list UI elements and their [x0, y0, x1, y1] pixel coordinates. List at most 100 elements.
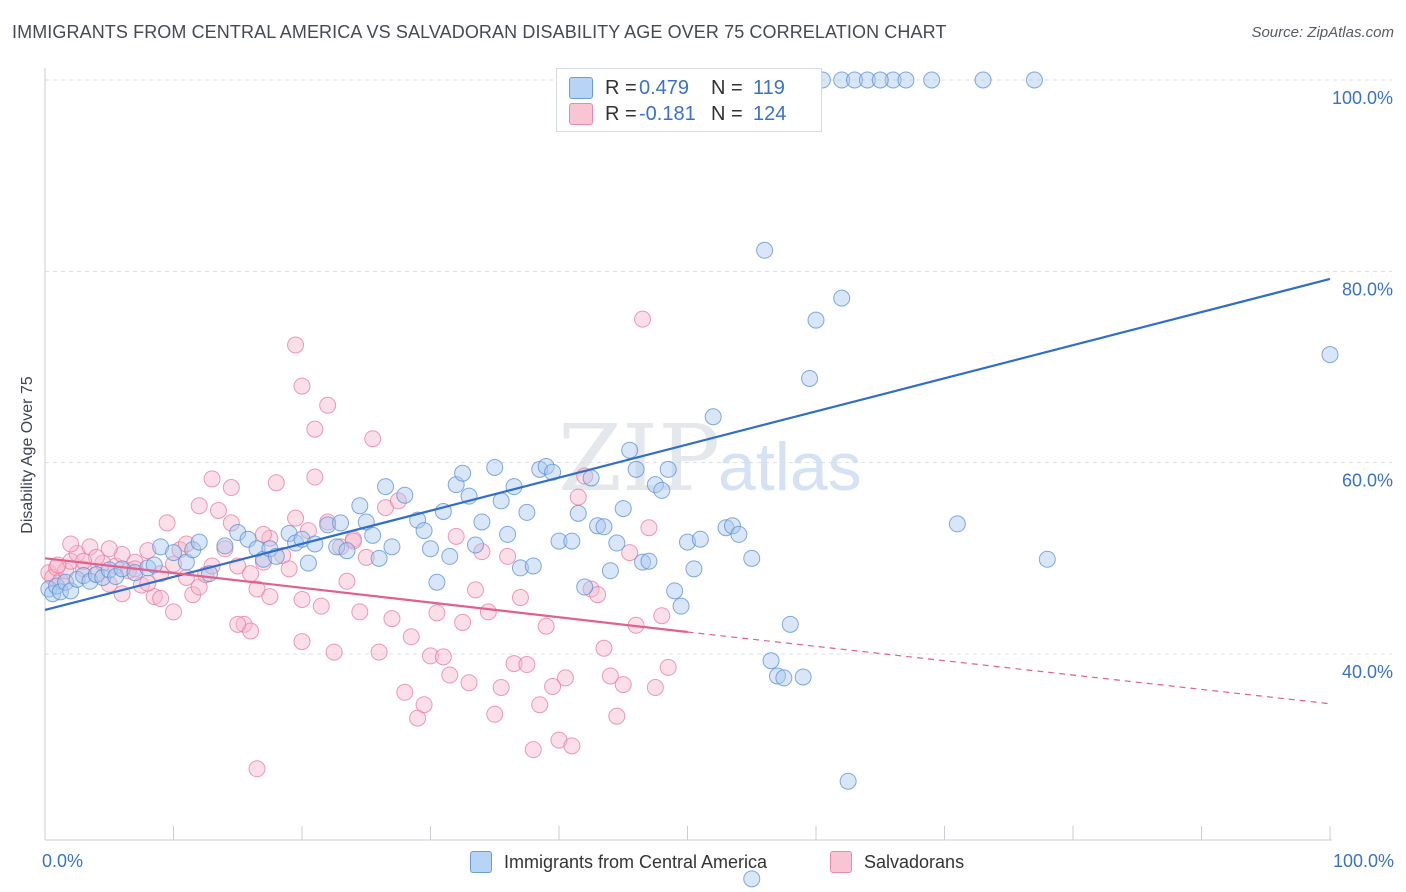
point-salvadorans [634, 310, 652, 328]
point-salvadorans [248, 580, 266, 598]
point-immigrants [396, 486, 414, 504]
point-salvadorans [505, 655, 523, 673]
point-salvadorans [280, 560, 298, 578]
point-immigrants [1321, 346, 1339, 364]
point-salvadorans [319, 396, 337, 414]
point-immigrants [601, 562, 619, 580]
point-salvadorans [389, 492, 407, 510]
x-tick-label-min: 0.0% [42, 851, 84, 871]
point-salvadorans [582, 580, 600, 598]
point-salvadorans [646, 678, 664, 696]
point-salvadorans [351, 603, 369, 621]
trendline-salvadorans [44, 557, 688, 634]
y-tick-label: 60.0% [1342, 471, 1393, 491]
point-immigrants [441, 547, 459, 565]
point-salvadorans [473, 543, 491, 561]
watermark-zip: ZIP [558, 405, 720, 512]
point-immigrants [743, 870, 761, 888]
point-immigrants [190, 533, 208, 551]
point-immigrants [948, 515, 966, 533]
point-immigrants [666, 582, 684, 600]
point-salvadorans [165, 603, 182, 621]
point-immigrants [332, 514, 350, 532]
y-tick-label: 100.0% [1332, 88, 1393, 108]
point-salvadorans [447, 527, 465, 545]
legend-n-label-1: N = [711, 76, 743, 99]
point-salvadorans [614, 676, 632, 694]
point-salvadorans [434, 648, 452, 666]
point-immigrants [646, 476, 664, 494]
point-immigrants [145, 556, 163, 574]
point-immigrants [621, 441, 639, 459]
point-salvadorans [370, 643, 388, 661]
legend-r-value-1: 0.479 [639, 76, 690, 99]
point-salvadorans [325, 643, 343, 661]
point-salvadorans [81, 538, 99, 556]
point-immigrants [299, 554, 317, 572]
point-immigrants [473, 513, 491, 531]
point-immigrants [511, 559, 529, 577]
point-salvadorans [139, 542, 157, 560]
point-immigrants [595, 518, 613, 536]
point-immigrants [505, 478, 523, 496]
point-immigrants [768, 667, 786, 685]
point-immigrants [422, 540, 439, 558]
point-salvadorans [287, 509, 305, 527]
point-salvadorans [293, 590, 311, 608]
point-immigrants [364, 526, 382, 544]
x-tick-label-max: 100.0% [1332, 851, 1394, 871]
point-salvadorans [100, 540, 118, 558]
chart-title: IMMIGRANTS FROM CENTRAL AMERICA VS SALVA… [12, 22, 947, 42]
point-immigrants [775, 669, 793, 687]
point-immigrants [518, 503, 536, 521]
point-salvadorans [242, 565, 260, 583]
point-salvadorans [563, 737, 581, 755]
point-immigrants [659, 460, 677, 478]
point-immigrants [1038, 550, 1056, 568]
point-salvadorans [640, 519, 658, 537]
point-salvadorans [177, 535, 195, 553]
point-salvadorans [454, 613, 472, 631]
point-salvadorans [222, 479, 240, 497]
point-salvadorans [190, 497, 208, 515]
point-immigrants [704, 408, 722, 426]
point-salvadorans [306, 420, 324, 438]
point-salvadorans [466, 581, 484, 599]
point-immigrants [165, 544, 182, 562]
point-immigrants [524, 557, 542, 575]
point-salvadorans [383, 610, 401, 628]
legend-r-label-2: R = [605, 102, 637, 125]
bottom-legend-swatch-blue [470, 851, 492, 873]
point-immigrants [328, 538, 346, 556]
point-salvadorans [222, 514, 240, 532]
point-salvadorans [589, 586, 607, 604]
point-immigrants [216, 537, 234, 555]
bottom-legend-label-2: Salvadorans [864, 851, 965, 872]
point-immigrants [730, 525, 748, 543]
point-salvadorans [492, 678, 510, 696]
y-tick-label: 80.0% [1342, 279, 1393, 299]
point-immigrants [679, 533, 696, 551]
point-salvadorans [428, 604, 446, 622]
point-salvadorans [653, 607, 671, 625]
point-immigrants [81, 572, 99, 590]
point-salvadorans [203, 470, 221, 488]
watermark-atlas: atlas [718, 429, 862, 505]
point-salvadorans [396, 683, 414, 701]
correlation-legend: R = 0.479 N = 119 R = -0.181 N = 124 [556, 68, 822, 132]
point-salvadorans [229, 615, 247, 633]
point-immigrants [499, 525, 517, 543]
point-salvadorans [531, 696, 549, 714]
point-immigrants [974, 71, 992, 89]
point-salvadorans [544, 678, 562, 696]
point-immigrants [576, 578, 594, 596]
point-salvadorans [152, 590, 170, 608]
legend-n-value-1: 119 [753, 76, 785, 99]
point-immigrants [884, 71, 902, 89]
point-salvadorans [344, 532, 362, 550]
point-salvadorans [486, 705, 504, 723]
point-immigrants [569, 504, 587, 522]
legend-row-series2: R = -0.181 N = 124 [569, 102, 786, 126]
point-immigrants [846, 71, 864, 89]
point-immigrants [833, 71, 851, 89]
